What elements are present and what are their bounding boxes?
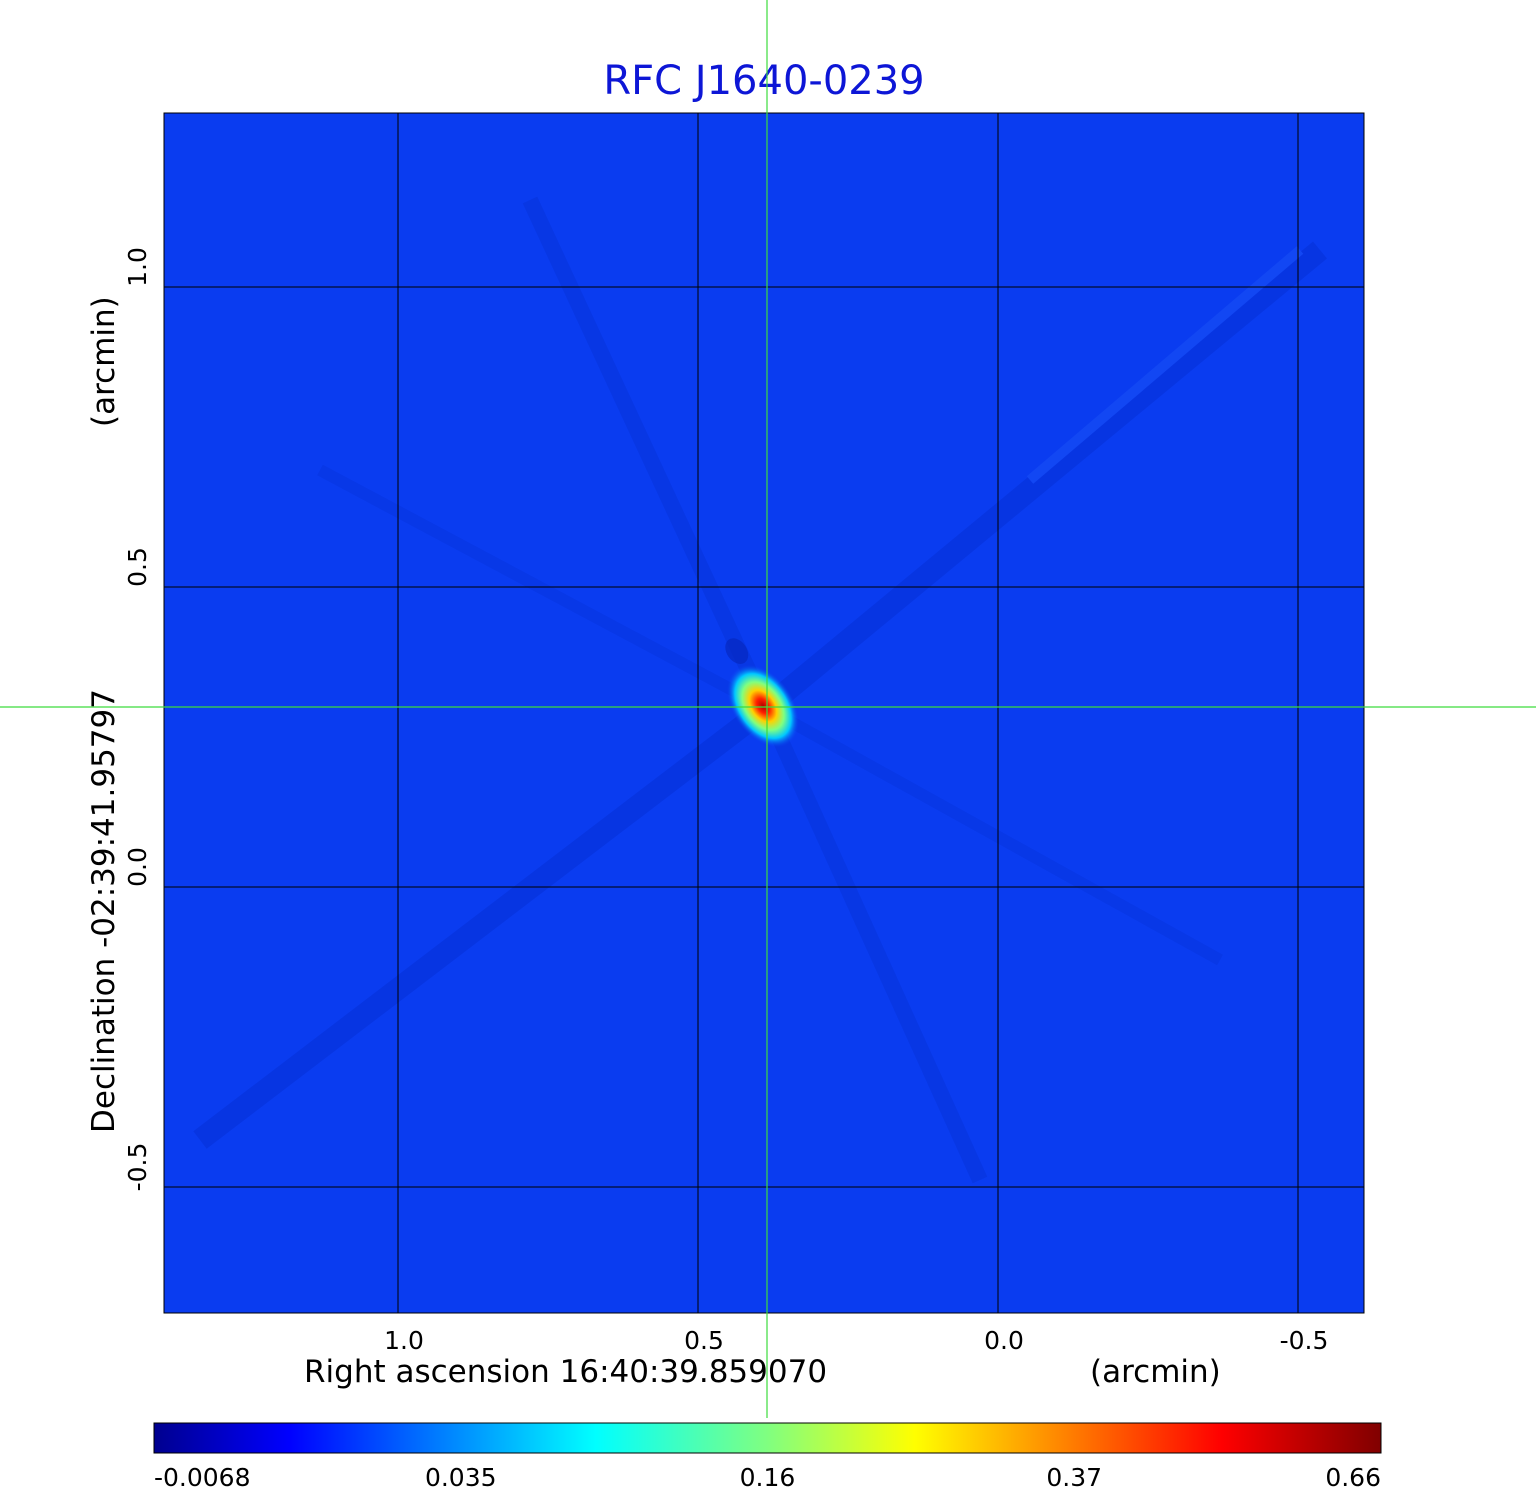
x-tick-label: 0.0 bbox=[984, 1326, 1024, 1355]
x-tick-label: 0.5 bbox=[684, 1326, 724, 1355]
sidelobe-streak bbox=[763, 702, 1223, 966]
x-axis-unit: (arcmin) bbox=[1090, 1354, 1221, 1390]
y-tick-label: -0.5 bbox=[123, 1143, 152, 1192]
y-axis-label: Declination -02:39:41.95797 bbox=[86, 689, 122, 1133]
sidelobe-streak bbox=[193, 699, 773, 1149]
sidelobe-streak bbox=[758, 704, 988, 1184]
colorbar-tick-labels: -0.0068 0.035 0.16 0.37 0.66 bbox=[154, 1463, 1381, 1492]
radio-source bbox=[725, 638, 800, 748]
sidelobe-streak bbox=[317, 464, 769, 714]
sidelobe-streaks bbox=[193, 196, 1328, 1184]
sidelobe-highlight bbox=[1026, 246, 1304, 484]
x-axis-label: Right ascension 16:40:39.859070 bbox=[304, 1354, 827, 1390]
chart-title: RFC J1640-0239 bbox=[603, 58, 924, 104]
grid bbox=[164, 113, 1364, 1313]
y-tick-label: 0.5 bbox=[123, 547, 152, 587]
y-tick-label: 0.0 bbox=[123, 847, 152, 887]
y-tick-label: 1.0 bbox=[123, 247, 152, 287]
source-core bbox=[726, 664, 800, 748]
colorbar-tick-label: 0.035 bbox=[425, 1463, 497, 1492]
colorbar-tick-label: 0.66 bbox=[1325, 1463, 1381, 1492]
crosshair bbox=[0, 0, 1536, 1418]
colorbar-tick-label: 0.37 bbox=[1046, 1463, 1102, 1492]
y-tick-labels: 1.0 0.5 0.0 -0.5 bbox=[123, 247, 152, 1191]
colorbar bbox=[153, 1422, 1382, 1454]
source-negative-lobe bbox=[725, 638, 749, 664]
x-tick-label: -0.5 bbox=[1280, 1326, 1329, 1355]
x-tick-labels: 1.0 0.5 0.0 -0.5 bbox=[384, 1326, 1328, 1355]
colorbar-tick-label: 0.16 bbox=[740, 1463, 796, 1492]
x-tick-label: 1.0 bbox=[384, 1326, 424, 1355]
colorbar-tick-label: -0.0068 bbox=[154, 1463, 251, 1492]
plot-frame bbox=[163, 112, 1365, 1314]
sidelobe-streak bbox=[522, 196, 774, 712]
sidelobe-streak bbox=[758, 241, 1328, 717]
y-axis-unit: (arcmin) bbox=[86, 296, 122, 427]
